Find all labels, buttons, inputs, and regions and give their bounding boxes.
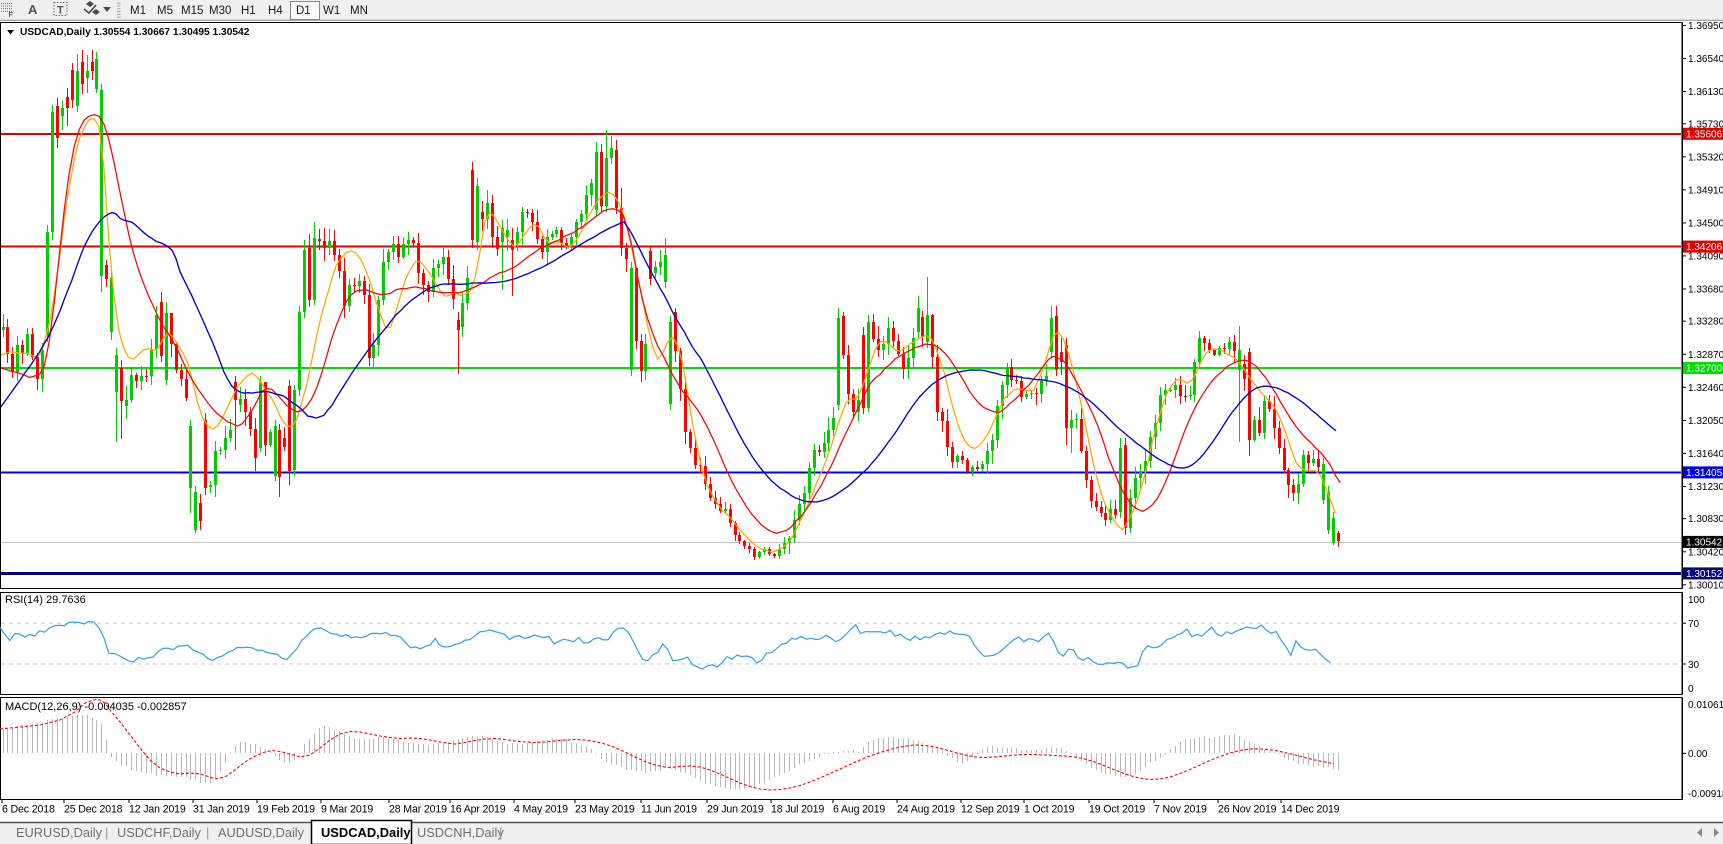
svg-text:F: F: [9, 10, 14, 19]
svg-text:31 Jan 2019: 31 Jan 2019: [193, 804, 250, 816]
svg-text:1 Oct 2019: 1 Oct 2019: [1024, 804, 1075, 816]
svg-text:30: 30: [1688, 660, 1700, 671]
svg-text:25 Dec 2018: 25 Dec 2018: [64, 804, 123, 816]
svg-text:23 May 2019: 23 May 2019: [575, 804, 635, 816]
svg-text:M30: M30: [209, 5, 231, 17]
svg-text:H4: H4: [268, 5, 283, 17]
svg-text:1.34090: 1.34090: [1688, 251, 1723, 262]
svg-text:EURUSD,Daily: EURUSD,Daily: [16, 825, 103, 840]
svg-text:RSI(14) 29.7636: RSI(14) 29.7636: [5, 594, 86, 606]
svg-text:6 Aug 2019: 6 Aug 2019: [833, 804, 885, 816]
svg-text:W1: W1: [323, 5, 340, 17]
svg-text:100: 100: [1688, 595, 1705, 606]
svg-text:1.33680: 1.33680: [1688, 285, 1723, 296]
svg-text:14 Dec 2019: 14 Dec 2019: [1281, 804, 1340, 816]
svg-text:1.30152: 1.30152: [1686, 569, 1723, 580]
svg-text:MACD(12,26,9) -0.004035 -0.002: MACD(12,26,9) -0.004035 -0.002857: [5, 701, 187, 713]
svg-text:1.35730: 1.35730: [1688, 119, 1723, 130]
svg-text:1.36130: 1.36130: [1688, 87, 1723, 98]
svg-text:0: 0: [1688, 684, 1694, 695]
svg-text:1.32870: 1.32870: [1688, 350, 1723, 361]
svg-text:|: |: [105, 825, 108, 840]
svg-text:1.34206: 1.34206: [1686, 242, 1723, 253]
svg-text:1.34500: 1.34500: [1688, 218, 1723, 229]
svg-text:0.00: 0.00: [1688, 749, 1708, 760]
svg-text:1.30830: 1.30830: [1688, 514, 1723, 525]
svg-text:1.30420: 1.30420: [1688, 547, 1723, 558]
svg-text:H1: H1: [241, 5, 256, 17]
svg-text:12 Jan 2019: 12 Jan 2019: [129, 804, 186, 816]
svg-text:A: A: [28, 2, 38, 17]
svg-text:9 Mar 2019: 9 Mar 2019: [321, 804, 373, 816]
svg-text:1.32700: 1.32700: [1686, 364, 1723, 375]
svg-text:16 Apr 2019: 16 Apr 2019: [450, 804, 506, 816]
svg-text:7 Nov 2019: 7 Nov 2019: [1154, 804, 1207, 816]
svg-text:1.34910: 1.34910: [1688, 185, 1723, 196]
svg-text:24 Aug 2019: 24 Aug 2019: [897, 804, 955, 816]
svg-text:18 Jul 2019: 18 Jul 2019: [771, 804, 824, 816]
svg-text:1.35606: 1.35606: [1686, 129, 1723, 140]
svg-text:4 May 2019: 4 May 2019: [514, 804, 568, 816]
svg-text:T: T: [57, 5, 64, 17]
svg-text:M5: M5: [157, 5, 173, 17]
svg-text:1.33280: 1.33280: [1688, 317, 1723, 328]
svg-text:1.30542: 1.30542: [1686, 537, 1723, 548]
svg-text:USDCAD,Daily 1.30554 1.30667: USDCAD,Daily 1.30554 1.30667 1.30495 1.3…: [20, 27, 250, 38]
svg-text:1.32050: 1.32050: [1688, 416, 1723, 427]
svg-text:12 Sep 2019: 12 Sep 2019: [961, 804, 1020, 816]
svg-text:11 Jun 2019: 11 Jun 2019: [641, 804, 697, 816]
svg-text:29 Jun 2019: 29 Jun 2019: [707, 804, 764, 816]
svg-text:AUDUSD,Daily: AUDUSD,Daily: [218, 825, 305, 840]
svg-text:1.31230: 1.31230: [1688, 482, 1723, 493]
svg-text:19 Oct 2019: 19 Oct 2019: [1089, 804, 1145, 816]
svg-text:D1: D1: [296, 5, 311, 17]
svg-text:0.010615: 0.010615: [1688, 700, 1723, 711]
svg-text:1.31640: 1.31640: [1688, 449, 1723, 460]
svg-text:6 Dec 2018: 6 Dec 2018: [2, 804, 55, 816]
svg-text:19 Feb 2019: 19 Feb 2019: [257, 804, 315, 816]
svg-text:USDCHF,Daily: USDCHF,Daily: [117, 825, 201, 840]
svg-text:|: |: [206, 825, 209, 840]
svg-text:28 Mar 2019: 28 Mar 2019: [389, 804, 447, 816]
svg-text:-0.00918: -0.00918: [1688, 789, 1723, 800]
svg-text:|: |: [499, 825, 502, 840]
svg-text:26 Nov 2019: 26 Nov 2019: [1218, 804, 1277, 816]
svg-text:USDCNH,Daily: USDCNH,Daily: [417, 825, 504, 840]
svg-text:MN: MN: [350, 5, 368, 17]
svg-text:1.30010: 1.30010: [1688, 580, 1723, 591]
svg-text:1.32460: 1.32460: [1688, 383, 1723, 394]
svg-text:1.31405: 1.31405: [1686, 468, 1723, 479]
svg-text:M1: M1: [130, 5, 146, 17]
svg-text:1.36540: 1.36540: [1688, 54, 1723, 65]
svg-text:70: 70: [1688, 619, 1700, 630]
svg-text:1.36950: 1.36950: [1688, 21, 1723, 32]
svg-text:1.35320: 1.35320: [1688, 152, 1723, 163]
svg-text:M15: M15: [181, 5, 203, 17]
svg-text:USDCAD,Daily: USDCAD,Daily: [321, 825, 411, 840]
